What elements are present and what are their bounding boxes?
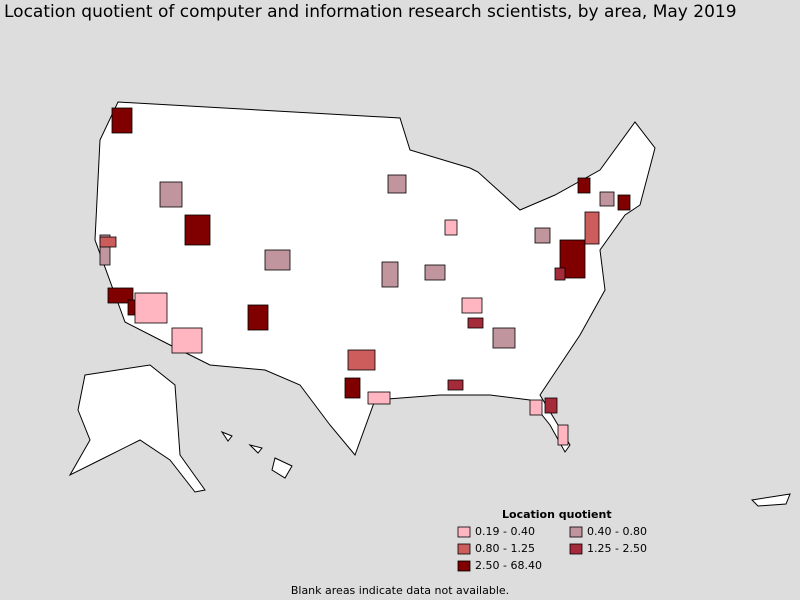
area bbox=[599, 191, 615, 207]
area bbox=[264, 249, 291, 271]
area bbox=[557, 424, 569, 446]
legend-swatch bbox=[457, 543, 471, 555]
alaska bbox=[68, 364, 206, 493]
area bbox=[134, 292, 168, 324]
area bbox=[424, 264, 446, 281]
area bbox=[529, 399, 543, 416]
area bbox=[492, 327, 516, 349]
area bbox=[347, 349, 376, 371]
area bbox=[554, 267, 566, 281]
area bbox=[387, 174, 407, 194]
area bbox=[617, 194, 631, 211]
area bbox=[344, 377, 361, 399]
legend-swatch bbox=[569, 526, 583, 538]
puerto-rico bbox=[750, 493, 791, 507]
hawaii bbox=[248, 444, 263, 454]
area bbox=[381, 261, 399, 288]
area bbox=[99, 236, 117, 248]
legend-title: Location quotient bbox=[502, 508, 612, 521]
area bbox=[447, 379, 464, 391]
area bbox=[107, 287, 134, 304]
area bbox=[584, 211, 600, 245]
legend-map-areas bbox=[99, 107, 631, 446]
area bbox=[159, 181, 183, 208]
legend-items: 0.19 - 0.40 0.40 - 0.80 0.80 - 1.25 1.25 - … bbox=[457, 525, 647, 572]
legend-label: 2.50 - 68.40 bbox=[475, 559, 542, 572]
contiguous-us bbox=[94, 101, 656, 456]
map bbox=[68, 101, 791, 507]
area bbox=[171, 327, 203, 354]
area bbox=[534, 227, 551, 244]
area bbox=[461, 297, 483, 314]
area bbox=[444, 219, 458, 236]
area bbox=[184, 214, 211, 246]
area bbox=[467, 317, 484, 329]
area bbox=[367, 391, 391, 405]
legend: Location quotient 0.19 - 0.40 0.40 - 0.80… bbox=[457, 508, 647, 572]
footnote: Blank areas indicate data not available. bbox=[291, 584, 509, 597]
legend-label: 0.40 - 0.80 bbox=[587, 525, 647, 538]
legend-label: 0.80 - 1.25 bbox=[475, 542, 535, 555]
legend-label: 1.25 - 2.50 bbox=[587, 542, 647, 555]
legend-label: 0.19 - 0.40 bbox=[475, 525, 535, 538]
hawaii bbox=[220, 430, 233, 442]
legend-swatch bbox=[569, 543, 583, 555]
map-title: Location quotient of computer and inform… bbox=[4, 2, 737, 22]
area bbox=[577, 177, 591, 194]
hawaii bbox=[271, 457, 293, 479]
legend-swatch bbox=[457, 526, 471, 538]
area bbox=[111, 107, 133, 134]
area bbox=[544, 397, 558, 414]
area bbox=[247, 304, 269, 331]
area bbox=[99, 234, 111, 266]
legend-swatch bbox=[457, 560, 471, 572]
